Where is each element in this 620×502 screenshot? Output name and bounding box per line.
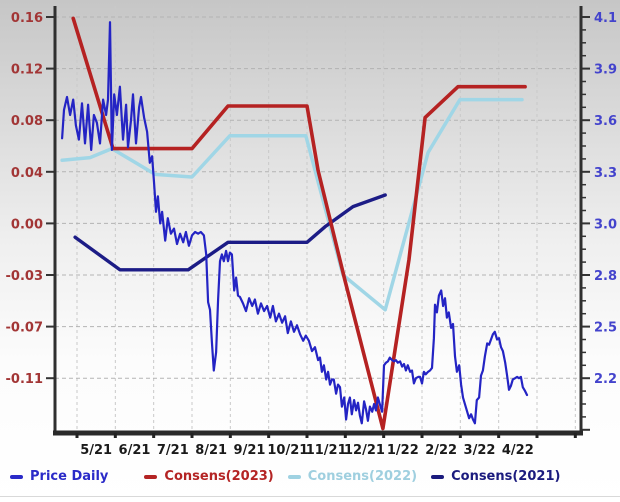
left-axis-label: 0.08 <box>11 114 43 129</box>
legend-label: Price Daily <box>30 469 109 484</box>
legend-marker-consens-2023 <box>144 474 158 479</box>
x-axis-label: 8/21 <box>195 443 227 458</box>
legend-label: Consens(2021) <box>451 469 561 484</box>
legend-marker-consens-2021 <box>431 474 445 479</box>
legend-marker-price-daily <box>10 474 23 479</box>
legend-item-consens-2022: Consens(2022) <box>287 469 418 484</box>
series-consens-2021 <box>73 193 387 272</box>
x-axis-label: 3/22 <box>464 443 496 458</box>
left-axis-label: 0.16 <box>11 11 43 26</box>
right-axis-label: 3.9 <box>594 63 617 78</box>
left-axis-label: -0.03 <box>6 269 43 284</box>
x-axis-label: 9/21 <box>234 443 266 458</box>
legend-item-price-daily: Price Daily <box>10 469 108 484</box>
x-axis-label: 2/22 <box>425 443 457 458</box>
chart-legend: Price Daily Consens(2023) Consens(2022) Con… <box>10 469 610 484</box>
x-axis-label: 5/21 <box>80 443 112 458</box>
legend-item-consens-2023: Consens(2023) <box>144 469 274 484</box>
right-axis-label: 3.6 <box>594 114 617 129</box>
legend-item-consens-2021: Consens(2021) <box>431 469 560 484</box>
right-axis-label: 4.1 <box>594 11 617 26</box>
left-axis-label: -0.07 <box>6 321 43 336</box>
price-consensus-chart: 0.16 0.12 0.08 0.04 0.00 -0.03 -0.07 -0.11 4.1 3.… <box>6 6 617 458</box>
x-axis-label: 1/22 <box>387 443 419 458</box>
series-consens-2022 <box>60 97 524 312</box>
right-axis-label: 2.8 <box>594 269 617 284</box>
left-axis-label: 0.12 <box>11 63 43 78</box>
left-axis-label: -0.11 <box>6 372 43 387</box>
legend-label: Consens(2023) <box>164 469 274 484</box>
x-axis-label: 6/21 <box>119 443 151 458</box>
x-axis-label: 12/21 <box>344 443 385 458</box>
x-axis-label: 4/22 <box>502 443 534 458</box>
left-axis-label: 0.00 <box>11 217 43 232</box>
right-axis-label: 2.2 <box>594 372 617 387</box>
right-axis-label: 3.3 <box>594 166 617 181</box>
right-axis-label: 2.5 <box>594 321 617 336</box>
series-price-daily <box>60 21 529 425</box>
x-axis-label: 11/21 <box>306 443 347 458</box>
x-axis-label: 10/21 <box>267 443 308 458</box>
right-axis-label: 3.0 <box>594 217 617 232</box>
legend-label: Consens(2022) <box>307 469 418 484</box>
series-consens-2023 <box>71 16 527 431</box>
legend-marker-consens-2022 <box>287 474 301 479</box>
left-axis-label: 0.04 <box>11 166 43 181</box>
bottom-divider <box>0 496 620 497</box>
x-axis-label: 7/21 <box>157 443 189 458</box>
